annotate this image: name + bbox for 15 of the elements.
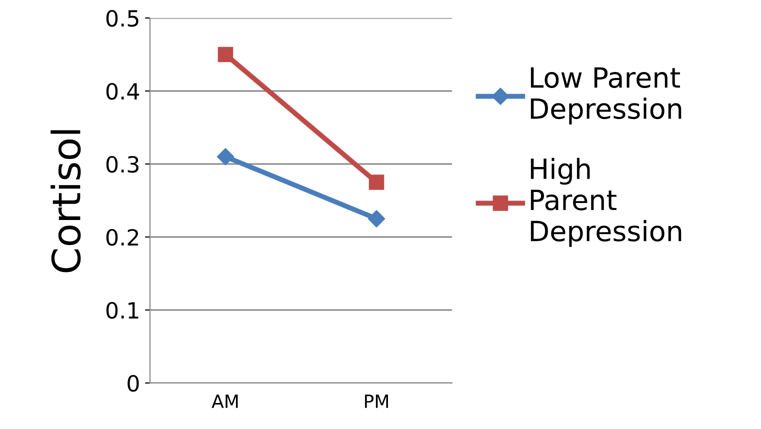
- y-tick-label: 0.3: [106, 156, 138, 173]
- point: [368, 174, 384, 190]
- point: [368, 210, 386, 228]
- point: [216, 148, 234, 166]
- point: [218, 46, 234, 62]
- y-tick-label: 0.5: [106, 10, 138, 27]
- y-tick-label: 0.2: [106, 228, 138, 246]
- x-tick-label: AM: [212, 394, 238, 408]
- y-tick-label: 0.1: [106, 302, 138, 319]
- legend-label: High Parent Depression: [530, 158, 682, 247]
- y-axis-title: Cortisol: [50, 130, 81, 272]
- y-tick-label: 0.4: [106, 82, 140, 100]
- x-tick-label: PM: [365, 394, 388, 408]
- legend-label: Low Parent Depression: [530, 67, 682, 124]
- y-tick-label: 0: [128, 374, 139, 392]
